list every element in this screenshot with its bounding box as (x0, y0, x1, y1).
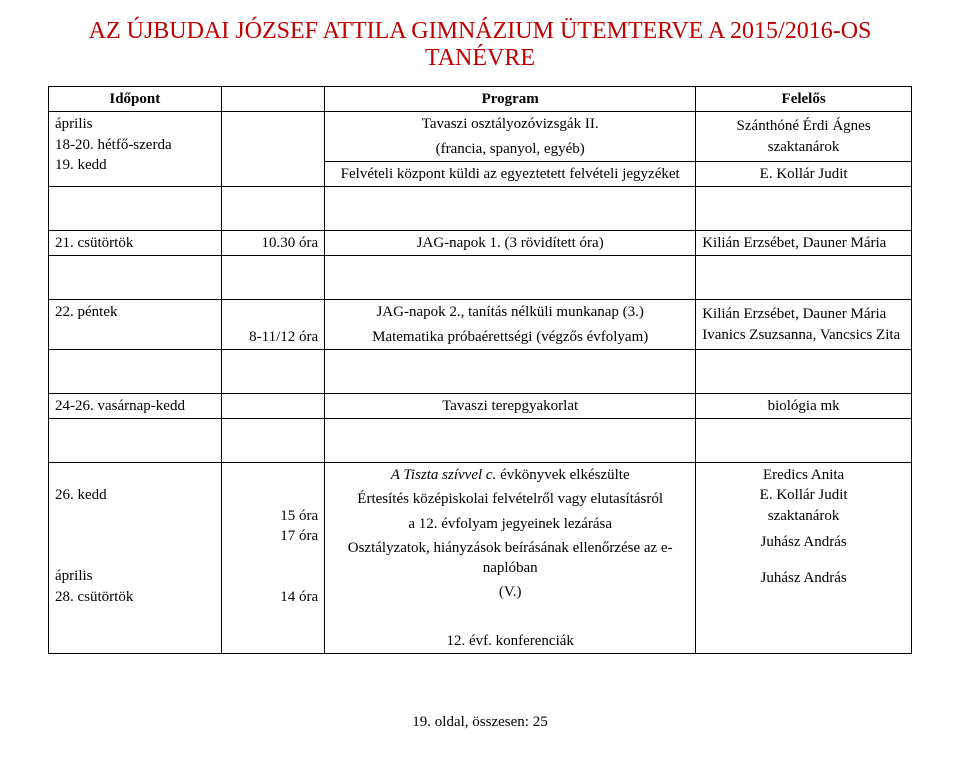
program-text-italic: A Tiszta szívvel c. (391, 467, 497, 483)
table-header-row: Időpont Program Felelős (49, 87, 912, 112)
date-text: április (55, 116, 93, 132)
program-text: a 12. évfolyam jegyeinek lezárása (408, 516, 612, 532)
header-date: Időpont (49, 87, 222, 112)
header-responsible: Felelős (696, 87, 912, 112)
time-text: 10.30 óra (261, 235, 318, 251)
table-row: 22. péntek 8-11/12 óra JAG-napok 2., tan… (49, 300, 912, 325)
table-row: 24-26. vasárnap-kedd Tavaszi terepgyakor… (49, 393, 912, 418)
program-text: (francia, spanyol, egyéb) (436, 141, 585, 157)
table-row: 26. kedd április 28. csütörtök 15 óra 17… (49, 463, 912, 488)
program-text: Osztályzatok, hiányzások beírásának elle… (348, 540, 673, 576)
header-time (221, 87, 325, 112)
program-text: 12. évf. konferenciák (446, 633, 573, 649)
responsible-text: Juhász András (760, 534, 846, 550)
schedule-table: Időpont Program Felelős április 18-20. h… (48, 86, 912, 654)
program-text: Tavaszi osztályozóvizsgák II. (422, 116, 599, 132)
responsible-text: E. Kollár Judit (760, 487, 848, 503)
time-text: 15 óra (280, 508, 318, 524)
responsible-text: Kilián Erzsébet, Dauner Mária (702, 235, 886, 251)
date-text: 21. csütörtök (55, 235, 133, 251)
time-text: 8-11/12 óra (249, 329, 318, 345)
program-text: évkönyvek elkészülte (496, 467, 629, 483)
responsible-text: szaktanárok (768, 508, 840, 524)
responsible-text: Szánthóné Érdi Ágnes (737, 118, 871, 134)
date-text: 26. kedd (55, 487, 107, 503)
date-text: 19. kedd (55, 157, 107, 173)
program-text: Felvételi központ küldi az egyeztetett f… (341, 166, 680, 182)
program-text: Tavaszi terepgyakorlat (442, 398, 578, 414)
table-row: április 18-20. hétfő-szerda 19. kedd Tav… (49, 112, 912, 137)
time-text: 14 óra (280, 589, 318, 605)
time-text: 17 óra (280, 528, 318, 544)
header-program: Program (325, 87, 696, 112)
page-footer: 19. oldal, összesen: 25 (48, 714, 912, 731)
responsible-text: biológia mk (768, 398, 840, 414)
table-row: 21. csütörtök 10.30 óra JAG-napok 1. (3 … (49, 231, 912, 256)
date-text: 24-26. vasárnap-kedd (55, 398, 185, 414)
program-text: Értesítés középiskolai felvételről vagy … (357, 491, 663, 507)
responsible-text: Ivanics Zsuzsanna, Vancsics Zita (702, 327, 900, 343)
responsible-text: szaktanárok (768, 139, 840, 155)
program-text: JAG-napok 2., tanítás nélküli munkanap (… (376, 304, 643, 320)
program-text: (V.) (499, 584, 522, 600)
page-title: AZ ÚJBUDAI JÓZSEF ATTILA GIMNÁZIUM ÜTEMT… (48, 18, 912, 72)
responsible-text: Juhász András (760, 570, 846, 586)
program-text: JAG-napok 1. (3 rövidített óra) (417, 235, 604, 251)
responsible-text: Kilián Erzsébet, Dauner Mária (702, 306, 886, 322)
date-text: április (55, 568, 93, 584)
date-text: 22. péntek (55, 304, 117, 320)
date-text: 28. csütörtök (55, 589, 133, 605)
responsible-text: E. Kollár Judit (760, 166, 848, 182)
program-text: Matematika próbaérettségi (végzős évfoly… (372, 329, 648, 345)
date-text: 18-20. hétfő-szerda (55, 137, 172, 153)
responsible-text: Eredics Anita (763, 467, 844, 483)
